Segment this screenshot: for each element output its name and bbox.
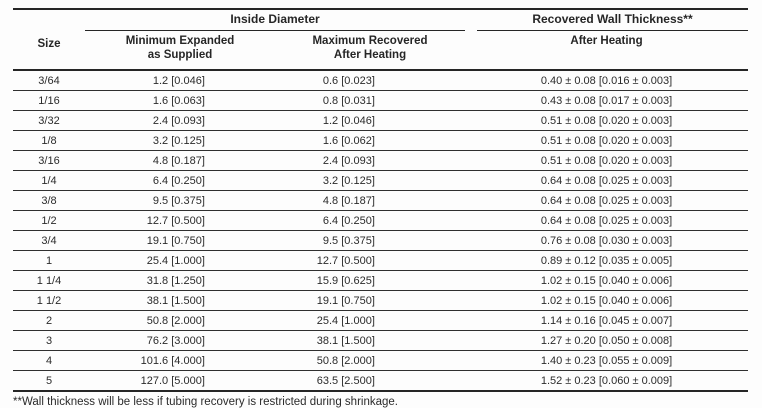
min-expanded-value: 9.5 [0.375]: [85, 190, 275, 211]
wall-thickness-value: 0.51 ± 0.08 [0.020 ± 0.003]: [465, 110, 748, 131]
min-expanded-value: 12.7 [0.500]: [85, 210, 275, 231]
table-row: 3/8 9.5 [0.375] 4.8 [0.187] 0.64 ± 0.08 [0.…: [13, 190, 748, 211]
min-expanded-value: 6.4 [0.250]: [85, 170, 275, 191]
max-recovered-value: 15.9 [0.625]: [275, 270, 465, 291]
size-value: 3/64: [38, 74, 60, 87]
min-expanded-value: 1.6 [0.063]: [85, 90, 275, 111]
max-recovered-value: 0.8 [0.031]: [275, 90, 465, 111]
min-expanded-value: 101.6 [4.000]: [85, 350, 275, 371]
table-row: 3/64 1.2 [0.046] 0.6 [0.023] 0.40 ± 0.08 [0…: [13, 70, 748, 91]
max-recovered-value: 12.7 [0.500]: [275, 250, 465, 271]
group-header-row: Size Inside Diameter Recovered Wall Thic…: [13, 9, 748, 71]
size-value: 3: [13, 330, 85, 351]
table-header: Size Inside Diameter Recovered Wall Thic…: [13, 9, 748, 71]
wall-thickness-value: 1.02 ± 0.15 [0.040 ± 0.006]: [465, 270, 748, 291]
wall-thickness-value: 0.64 ± 0.08 [0.025 ± 0.003]: [465, 210, 748, 231]
column-header-size: Size: [13, 9, 85, 71]
wall-thickness-value: 1.14 ± 0.16 [0.045 ± 0.007]: [465, 310, 748, 331]
size-value: 3/16: [13, 150, 85, 171]
size-value: 3/4: [13, 230, 85, 251]
table-row: 1 1/4 31.8 [1.250] 15.9 [0.625] 1.02 ± 0.15…: [13, 270, 748, 291]
footnote: **Wall thickness will be less if tubing …: [13, 396, 398, 408]
wall-thickness-value: 1.40 ± 0.23 [0.055 ± 0.009]: [465, 350, 748, 371]
wall-thickness-value: 1.02 ± 0.15 [0.040 ± 0.006]: [465, 290, 748, 311]
tubing-spec-sheet: Size Inside Diameter Recovered Wall Thic…: [13, 8, 748, 408]
max-recovered-value: 25.4 [1.000]: [275, 310, 465, 331]
column-header-min-expanded: Minimum Expanded as Supplied: [85, 31, 275, 71]
table-row: 3/32 2.4 [0.093] 1.2 [0.046] 0.51 ± 0.08 [0…: [13, 110, 748, 131]
wall-thickness-value: 0.43 ± 0.08 [0.017 ± 0.003]: [465, 90, 748, 111]
min-expanded-value: 76.2 [3.000]: [85, 330, 275, 351]
table-row: 3/16 4.8 [0.187] 2.4 [0.093] 0.51 ± 0.08 [0…: [13, 150, 748, 171]
column-group-inside-diameter: Inside Diameter: [85, 9, 465, 31]
wall-thickness-value: 0.76 ± 0.08 [0.030 ± 0.003]: [465, 230, 748, 251]
min-expanded-label-line1: Minimum Expanded: [125, 35, 235, 47]
size-value: 1/4: [13, 170, 85, 191]
table-row: 1/8 3.2 [0.125] 1.6 [0.062] 0.51 ± 0.08 [0.…: [13, 130, 748, 151]
table-row: 1/2 12.7 [0.500] 6.4 [0.250] 0.64 ± 0.08 [0…: [13, 210, 748, 231]
max-recovered-value: 63.5 [2.500]: [275, 370, 465, 391]
size-value: 5: [13, 370, 85, 391]
min-expanded-value: 2.4 [0.093]: [85, 110, 275, 131]
size-value: 1 1/2: [13, 290, 85, 311]
max-recovered-value: 2.4 [0.093]: [275, 150, 465, 171]
wall-thickness-value: 1.27 ± 0.20 [0.050 ± 0.008]: [465, 330, 748, 351]
wall-thickness-group-label: Recovered Wall Thickness**: [477, 10, 748, 31]
min-expanded-label-line2: as Supplied: [147, 48, 213, 61]
size-value: 1/8: [13, 130, 85, 151]
table-row: 1 1/2 38.1 [1.500] 19.1 [0.750] 1.02 ± 0.15…: [13, 290, 748, 311]
size-value: 1 1/4: [13, 270, 85, 291]
table-row: 5 127.0 [5.000] 63.5 [2.500] 1.52 ± 0.23 [0…: [13, 370, 748, 391]
wall-thickness-value: 0.40 ± 0.08 [0.016 ± 0.003]: [540, 74, 673, 87]
min-expanded-value: 1.2 [0.046]: [152, 74, 205, 87]
size-value: 1/2: [13, 210, 85, 231]
min-expanded-value: 50.8 [2.000]: [85, 310, 275, 331]
table-row: 2 50.8 [2.000] 25.4 [1.000] 1.14 ± 0.16 [0.…: [13, 310, 748, 331]
min-expanded-value: 19.1 [0.750]: [85, 230, 275, 251]
size-value: 3/8: [13, 190, 85, 211]
table-row: 1/16 1.6 [0.063] 0.8 [0.031] 0.43 ± 0.08 [0…: [13, 90, 748, 111]
min-expanded-value: 25.4 [1.000]: [85, 250, 275, 271]
max-recovered-value: 1.2 [0.046]: [275, 110, 465, 131]
table-row: 4 101.6 [4.000] 50.8 [2.000] 1.40 ± 0.23 [0…: [13, 350, 748, 371]
column-group-wall-thickness: Recovered Wall Thickness**: [465, 9, 748, 31]
max-recovered-value: 0.6 [0.023]: [322, 74, 375, 87]
table-row: 3 76.2 [3.000] 38.1 [1.500] 1.27 ± 0.20 [0.…: [13, 330, 748, 351]
inside-diameter-group-label: Inside Diameter: [85, 10, 465, 31]
size-value: 1: [13, 250, 85, 271]
sub-header-row: Minimum Expanded as Supplied Maximum Rec…: [13, 31, 748, 71]
column-header-after-heating: After Heating: [465, 31, 748, 71]
max-recovered-value: 50.8 [2.000]: [275, 350, 465, 371]
wall-thickness-value: 0.64 ± 0.08 [0.025 ± 0.003]: [465, 190, 748, 211]
min-expanded-value: 3.2 [0.125]: [85, 130, 275, 151]
min-expanded-value: 127.0 [5.000]: [85, 370, 275, 391]
min-expanded-value: 4.8 [0.187]: [85, 150, 275, 171]
max-recovered-value: 38.1 [1.500]: [275, 330, 465, 351]
table-body: 3/64 1.2 [0.046] 0.6 [0.023] 0.40 ± 0.08 [0…: [13, 70, 748, 391]
size-value: 4: [13, 350, 85, 371]
max-recovered-label-line1: Maximum Recovered: [312, 35, 428, 47]
column-header-max-recovered: Maximum Recovered After Heating: [275, 31, 465, 71]
max-recovered-label-line2: After Heating: [333, 48, 407, 61]
wall-thickness-value: 0.51 ± 0.08 [0.020 ± 0.003]: [465, 150, 748, 171]
wall-thickness-value: 0.51 ± 0.08 [0.020 ± 0.003]: [465, 130, 748, 151]
max-recovered-value: 4.8 [0.187]: [275, 190, 465, 211]
size-value: 2: [13, 310, 85, 331]
table-row: 1 25.4 [1.000] 12.7 [0.500] 0.89 ± 0.12 [0.…: [13, 250, 748, 271]
max-recovered-value: 19.1 [0.750]: [275, 290, 465, 311]
wall-thickness-value: 0.64 ± 0.08 [0.025 ± 0.003]: [465, 170, 748, 191]
min-expanded-value: 31.8 [1.250]: [85, 270, 275, 291]
min-expanded-value: 38.1 [1.500]: [85, 290, 275, 311]
max-recovered-value: 3.2 [0.125]: [275, 170, 465, 191]
wall-thickness-value: 1.52 ± 0.23 [0.060 ± 0.009]: [465, 370, 748, 391]
max-recovered-value: 6.4 [0.250]: [275, 210, 465, 231]
table-row: 1/4 6.4 [0.250] 3.2 [0.125] 0.64 ± 0.08 [0.…: [13, 170, 748, 191]
max-recovered-value: 9.5 [0.375]: [275, 230, 465, 251]
table-row: 3/4 19.1 [0.750] 9.5 [0.375] 0.76 ± 0.08 [0…: [13, 230, 748, 251]
wall-thickness-value: 0.89 ± 0.12 [0.035 ± 0.005]: [465, 250, 748, 271]
max-recovered-value: 1.6 [0.062]: [275, 130, 465, 151]
spec-table: Size Inside Diameter Recovered Wall Thic…: [13, 8, 748, 392]
size-value: 3/32: [13, 110, 85, 131]
size-value: 1/16: [13, 90, 85, 111]
